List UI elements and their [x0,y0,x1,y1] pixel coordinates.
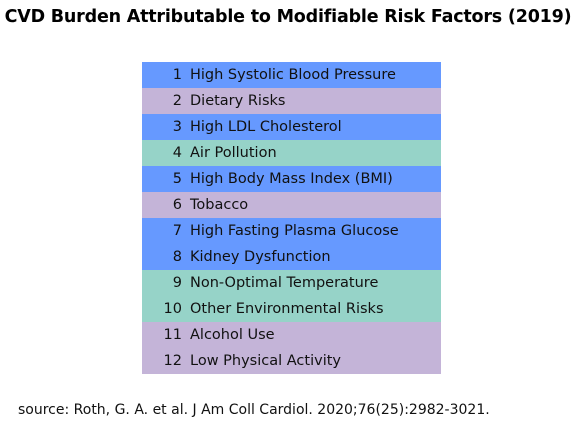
rank-number: 5 [172,171,182,187]
table-row: 10 Other Environmental Risks [142,296,441,322]
rank-number: 7 [172,223,182,239]
risk-factor-label: Air Pollution [190,145,277,161]
risk-factor-label: High Body Mass Index (BMI) [190,171,393,187]
table-row: 11 Alcohol Use [142,322,441,348]
table-row: 1 High Systolic Blood Pressure [142,62,441,88]
rank-number: 10 [163,301,182,317]
risk-factor-label: Tobacco [190,197,249,213]
risk-factor-table: 1 High Systolic Blood Pressure 2 Dietary Ri… [142,62,441,374]
table-row: 12 Low Physical Activity [142,348,441,374]
rank-number: 9 [172,275,182,291]
table-row: 3 High LDL Cholesterol [142,114,441,140]
rank-number: 2 [172,93,182,109]
risk-factor-label: High LDL Cholesterol [190,119,342,135]
table-row: 9 Non-Optimal Temperature [142,270,441,296]
table-row: 5 High Body Mass Index (BMI) [142,166,441,192]
source-citation: source: Roth, G. A. et al. J Am Coll Car… [18,402,490,418]
risk-factor-label: High Fasting Plasma Glucose [190,223,399,239]
risk-factor-label: High Systolic Blood Pressure [190,67,396,83]
table-row: 8 Kidney Dysfunction [142,244,441,270]
table-row: 4 Air Pollution [142,140,441,166]
rank-number: 6 [172,197,182,213]
risk-factor-label: Dietary Risks [190,93,286,109]
rank-number: 12 [163,353,182,369]
rank-number: 4 [172,145,182,161]
risk-factor-label: Non-Optimal Temperature [190,275,379,291]
risk-factor-label: Alcohol Use [190,327,275,343]
risk-factor-label: Other Environmental Risks [190,301,384,317]
table-row: 7 High Fasting Plasma Glucose [142,218,441,244]
risk-factor-label: Low Physical Activity [190,353,341,369]
table-row: 2 Dietary Risks [142,88,441,114]
risk-factor-label: Kidney Dysfunction [190,249,331,265]
chart-title: CVD Burden Attributable to Modifiable Ri… [4,7,572,27]
rank-number: 8 [172,249,182,265]
rank-number: 1 [172,67,182,83]
rank-number: 3 [172,119,182,135]
rank-number: 11 [163,327,182,343]
table-row: 6 Tobacco [142,192,441,218]
